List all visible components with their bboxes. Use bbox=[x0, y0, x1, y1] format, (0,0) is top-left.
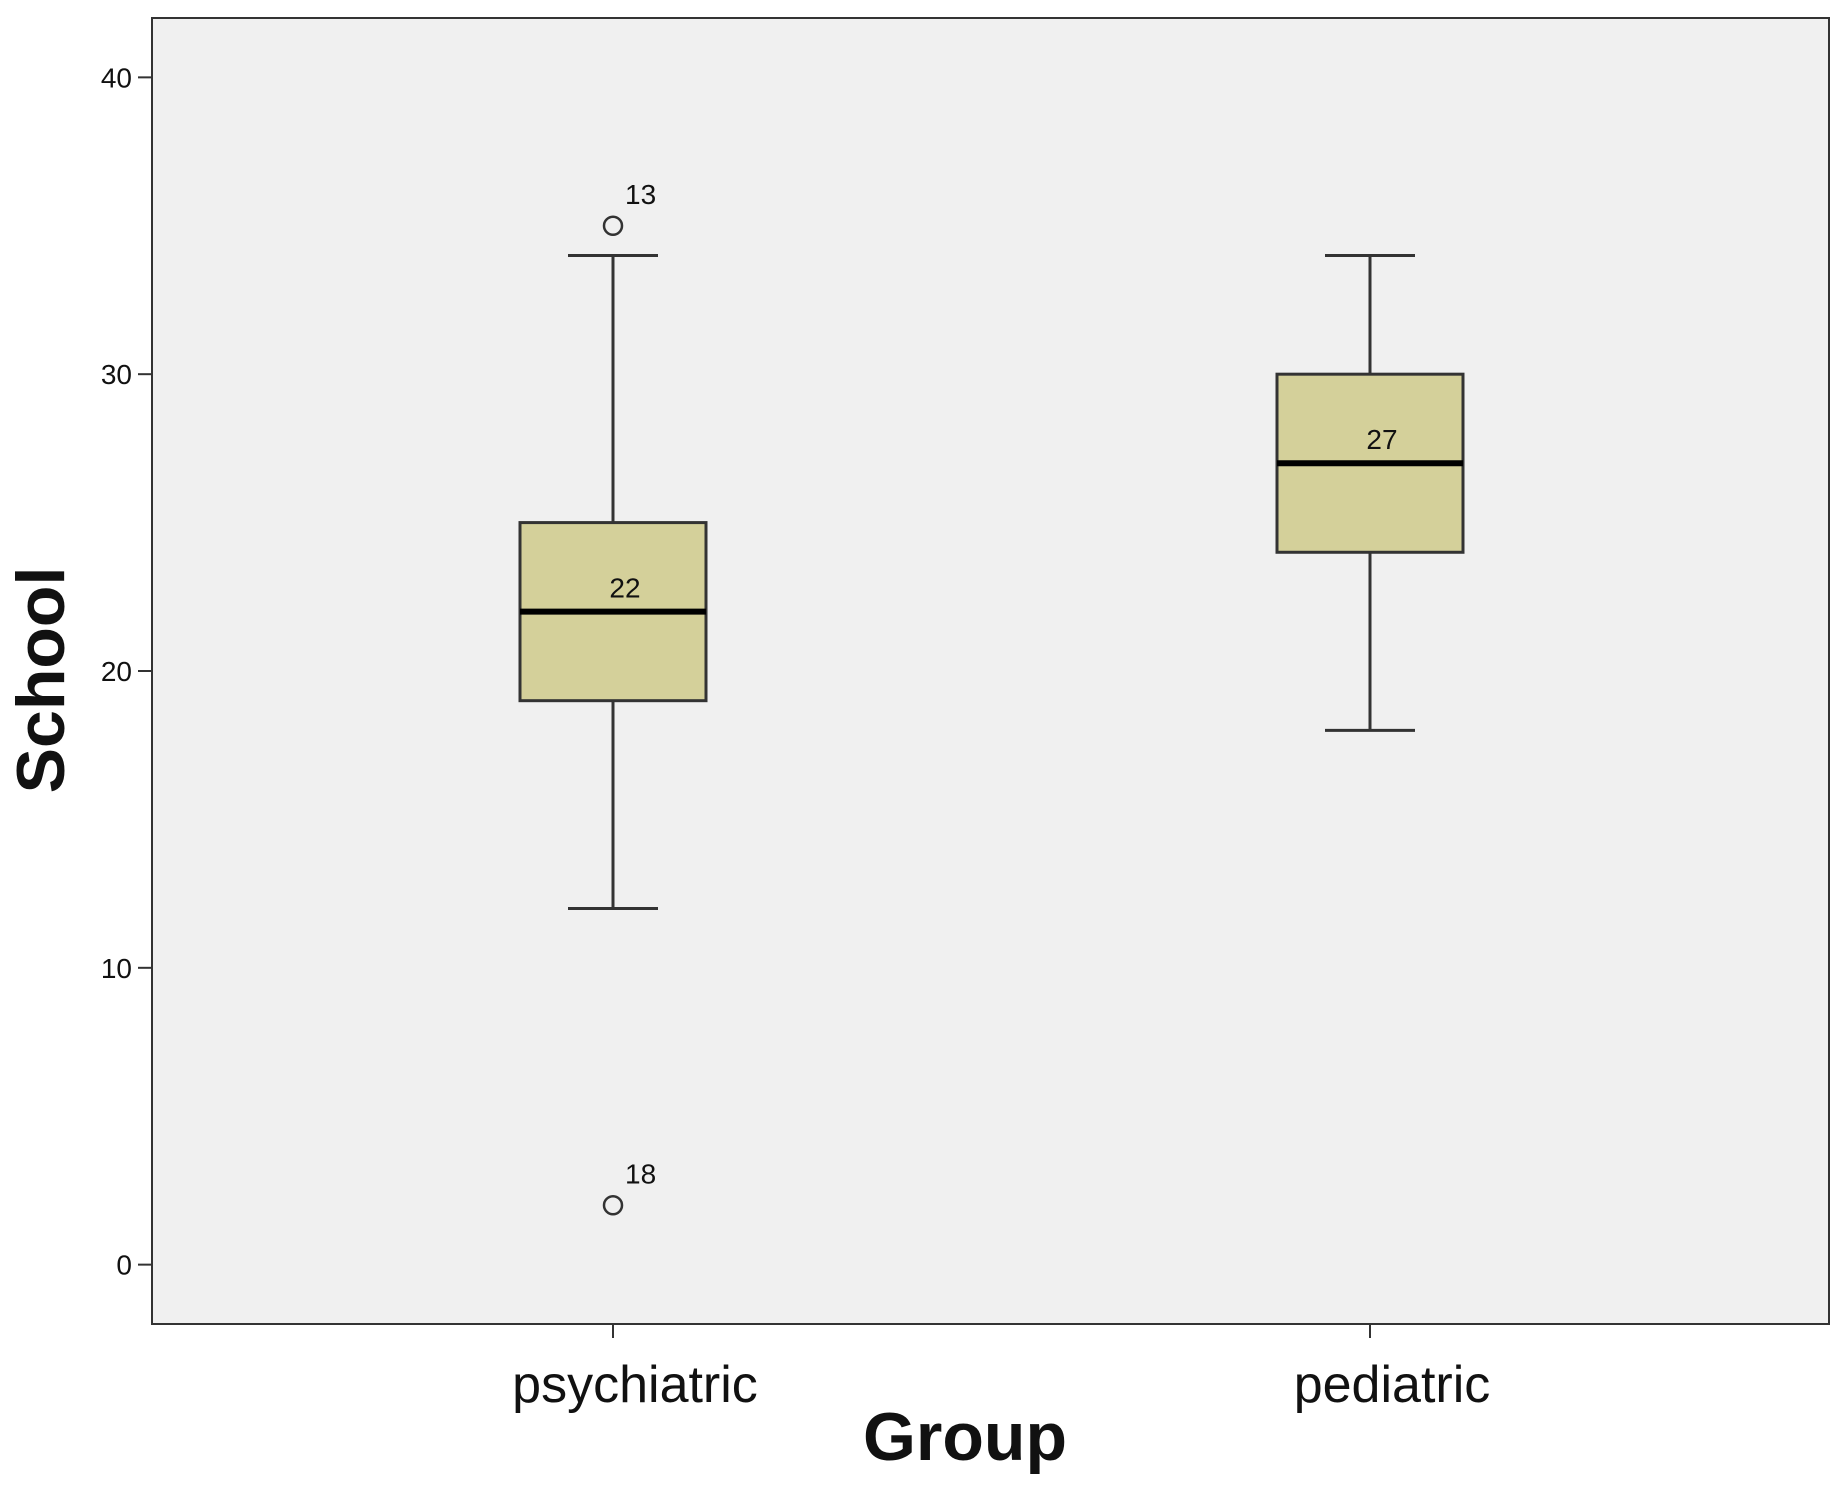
y-axis-title: School bbox=[3, 567, 79, 794]
outlier-label: 13 bbox=[625, 179, 656, 210]
x-tick-label: psychiatric bbox=[512, 1356, 758, 1414]
y-tick-label: 0 bbox=[116, 1250, 132, 1281]
median-label: 27 bbox=[1366, 424, 1397, 455]
y-tick-label: 20 bbox=[101, 656, 132, 687]
box-psychiatric: 22 13 18 bbox=[518, 179, 708, 1216]
outlier-label: 18 bbox=[625, 1158, 656, 1189]
median-label: 22 bbox=[609, 573, 640, 604]
outlier-point bbox=[602, 215, 624, 237]
box-pediatric: 27 bbox=[1275, 253, 1465, 732]
y-axis: 0 10 20 30 40 bbox=[101, 62, 152, 1281]
x-axis: psychiatric pediatric bbox=[512, 1324, 1490, 1414]
boxes-group: 22 13 18 27 bbox=[518, 179, 1465, 1216]
outlier-point bbox=[602, 1195, 624, 1216]
y-tick-label: 10 bbox=[101, 953, 132, 984]
y-tick-label: 40 bbox=[101, 62, 132, 93]
y-tick-label: 30 bbox=[101, 359, 132, 390]
plot-area bbox=[151, 17, 1830, 1325]
x-axis-title: Group bbox=[863, 1399, 1067, 1475]
x-tick-label: pediatric bbox=[1294, 1356, 1491, 1414]
